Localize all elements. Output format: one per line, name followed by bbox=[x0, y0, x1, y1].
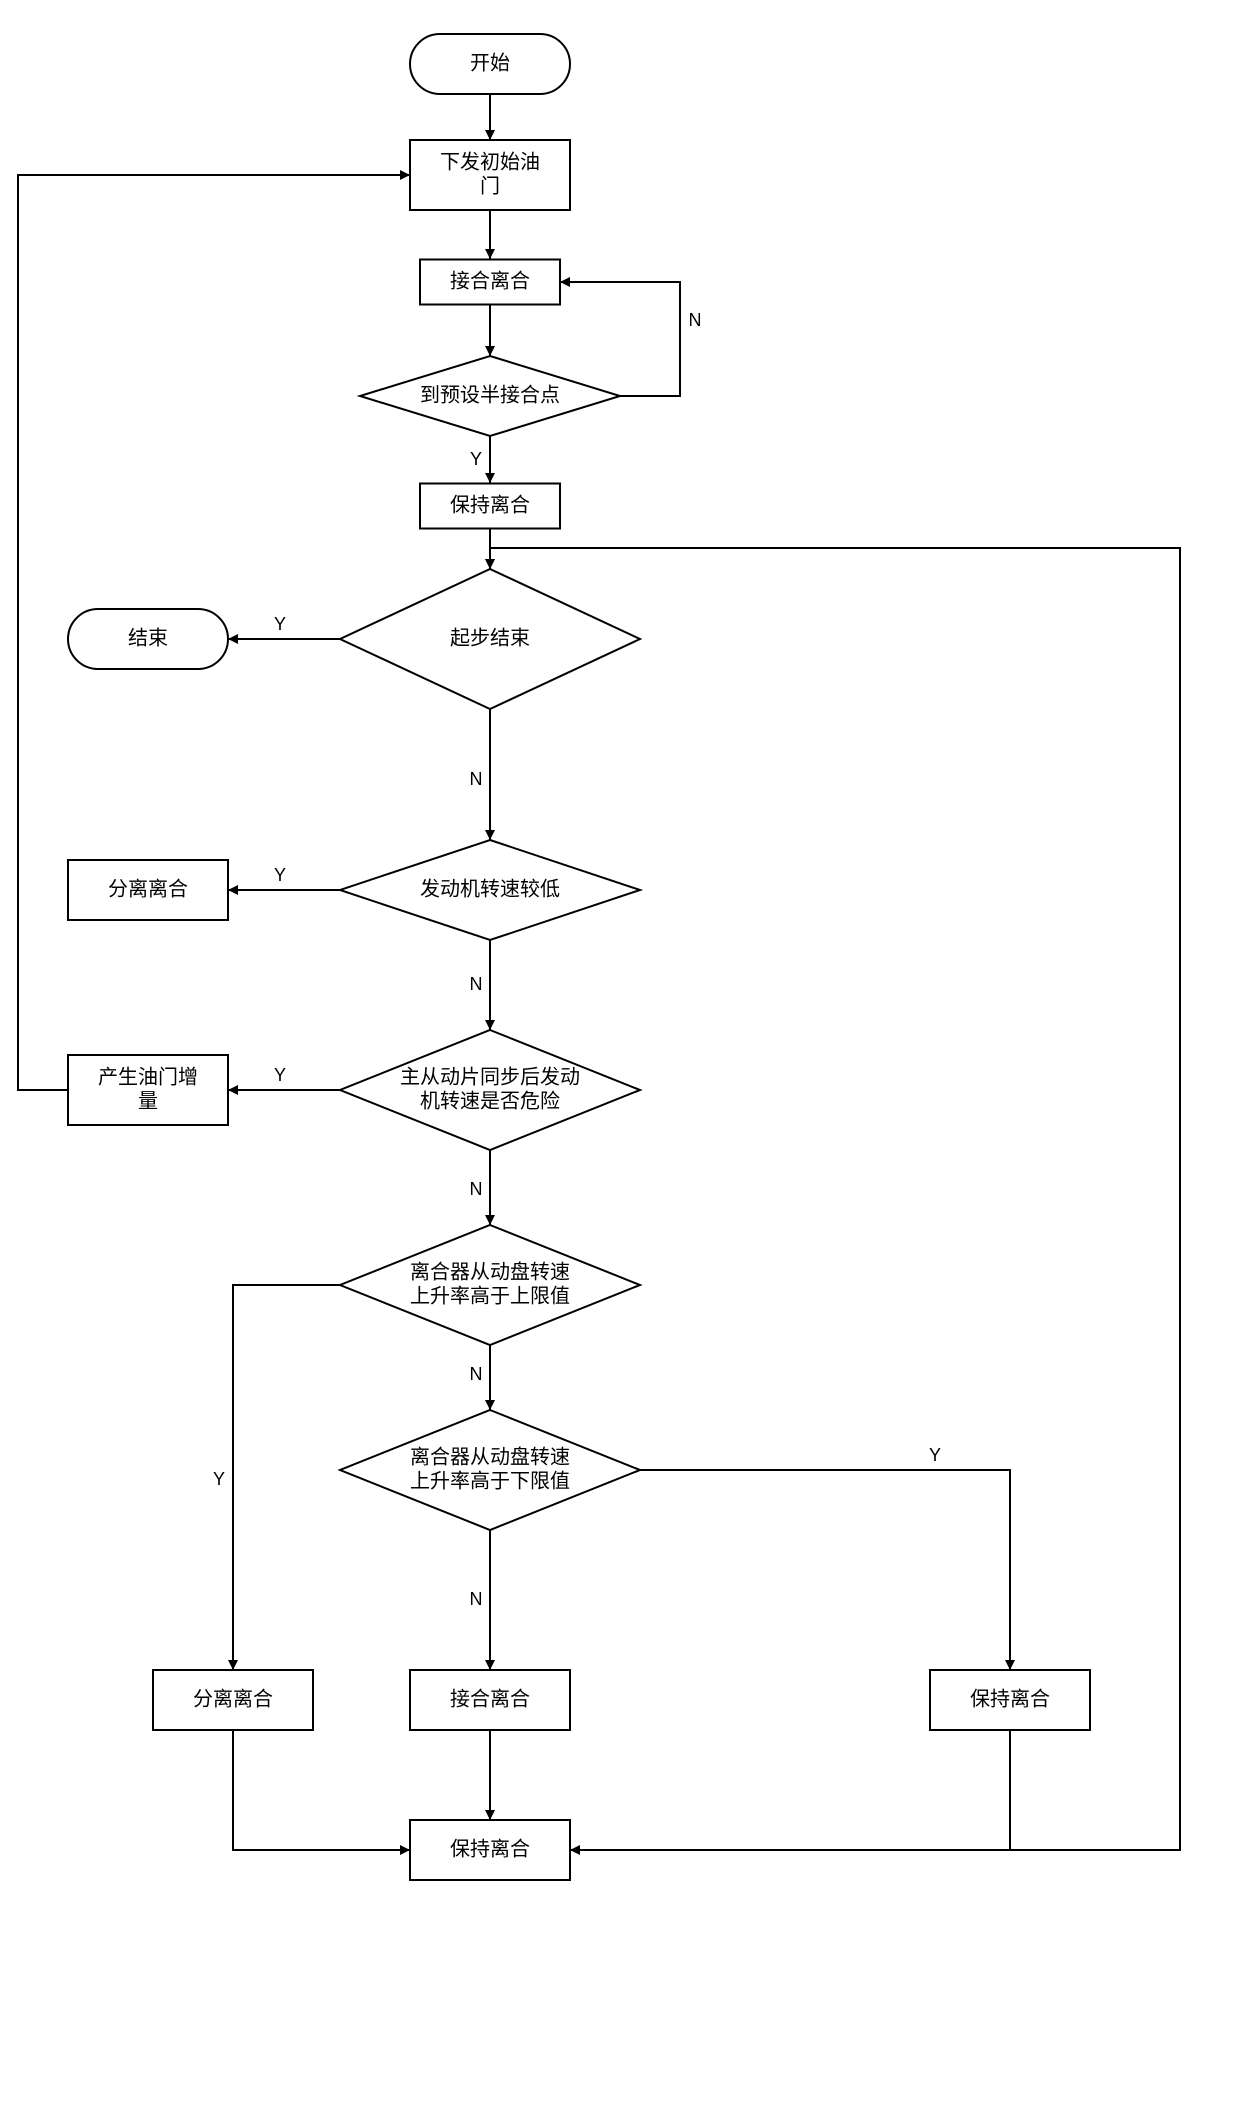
node-label-danger: 机转速是否危险 bbox=[420, 1089, 560, 1112]
node-engage2: 接合离合 bbox=[410, 1670, 570, 1730]
node-label-end: 结束 bbox=[128, 626, 168, 649]
node-hold1: 保持离合 bbox=[420, 484, 560, 529]
edge-label-danger-incr: Y bbox=[274, 1065, 286, 1085]
edge-label-finish-end: Y bbox=[274, 614, 286, 634]
node-label-lower: 离合器从动盘转速 bbox=[410, 1445, 570, 1468]
edge-hold3-finish bbox=[490, 548, 1180, 1850]
node-label-incr: 产生油门增 bbox=[98, 1065, 198, 1088]
node-label-upper: 上升率高于上限值 bbox=[410, 1284, 570, 1307]
node-label-halfpt: 到预设半接合点 bbox=[420, 383, 560, 406]
edge-hold2-hold3 bbox=[570, 1730, 1010, 1850]
node-label-hold1: 保持离合 bbox=[450, 493, 530, 516]
node-label-lower: 上升率高于下限值 bbox=[410, 1469, 570, 1492]
node-engage1: 接合离合 bbox=[420, 260, 560, 305]
node-label-sep1: 分离离合 bbox=[108, 877, 188, 900]
node-label-issue: 下发初始油 bbox=[440, 150, 540, 173]
edge-label-lowrpm-sep1: Y bbox=[274, 865, 286, 885]
edge-upper-sep2 bbox=[233, 1285, 340, 1670]
edge-lower-hold2 bbox=[640, 1470, 1010, 1670]
node-label-lowrpm: 发动机转速较低 bbox=[420, 877, 560, 900]
edge-label-lower-engage2: N bbox=[470, 1589, 483, 1609]
node-end: 结束 bbox=[68, 609, 228, 669]
node-label-hold2: 保持离合 bbox=[970, 1687, 1050, 1710]
edge-label-danger-upper: N bbox=[470, 1179, 483, 1199]
node-label-engage2: 接合离合 bbox=[450, 1687, 530, 1710]
node-hold3: 保持离合 bbox=[410, 1820, 570, 1880]
node-danger: 主从动片同步后发动机转速是否危险 bbox=[340, 1030, 640, 1150]
node-label-engage1: 接合离合 bbox=[450, 269, 530, 292]
node-start: 开始 bbox=[410, 34, 570, 94]
node-sep1: 分离离合 bbox=[68, 860, 228, 920]
node-upper: 离合器从动盘转速上升率高于上限值 bbox=[340, 1225, 640, 1345]
node-label-danger: 主从动片同步后发动 bbox=[400, 1065, 580, 1088]
node-label-upper: 离合器从动盘转速 bbox=[410, 1260, 570, 1283]
node-label-issue: 门 bbox=[480, 174, 500, 197]
node-incr: 产生油门增量 bbox=[68, 1055, 228, 1125]
node-lowrpm: 发动机转速较低 bbox=[340, 840, 640, 940]
edge-label-upper-sep2: Y bbox=[213, 1469, 225, 1489]
edge-label-finish-lowrpm: N bbox=[470, 769, 483, 789]
node-halfpt: 到预设半接合点 bbox=[360, 356, 620, 436]
edge-label-halfpt-hold1: Y bbox=[470, 449, 482, 469]
node-label-sep2: 分离离合 bbox=[193, 1687, 273, 1710]
node-issue: 下发初始油门 bbox=[410, 140, 570, 210]
node-finish: 起步结束 bbox=[340, 569, 640, 709]
node-label-incr: 量 bbox=[138, 1090, 158, 1112]
edge-label-lowrpm-danger: N bbox=[470, 974, 483, 994]
edge-halfpt-engage1 bbox=[560, 282, 680, 396]
node-lower: 离合器从动盘转速上升率高于下限值 bbox=[340, 1410, 640, 1530]
node-label-finish: 起步结束 bbox=[450, 626, 530, 649]
edge-sep2-hold3 bbox=[233, 1730, 410, 1850]
flowchart-diagram: NYYNYNYNYNNY开始结束下发初始油门接合离合到预设半接合点保持离合起步结… bbox=[0, 0, 1240, 2107]
node-label-hold3: 保持离合 bbox=[450, 1837, 530, 1860]
edge-label-halfpt-engage1: N bbox=[689, 310, 702, 330]
edge-label-lower-hold2: Y bbox=[929, 1445, 941, 1465]
node-label-start: 开始 bbox=[470, 51, 510, 74]
edge-label-upper-lower: N bbox=[470, 1364, 483, 1384]
node-hold2: 保持离合 bbox=[930, 1670, 1090, 1730]
node-sep2: 分离离合 bbox=[153, 1670, 313, 1730]
